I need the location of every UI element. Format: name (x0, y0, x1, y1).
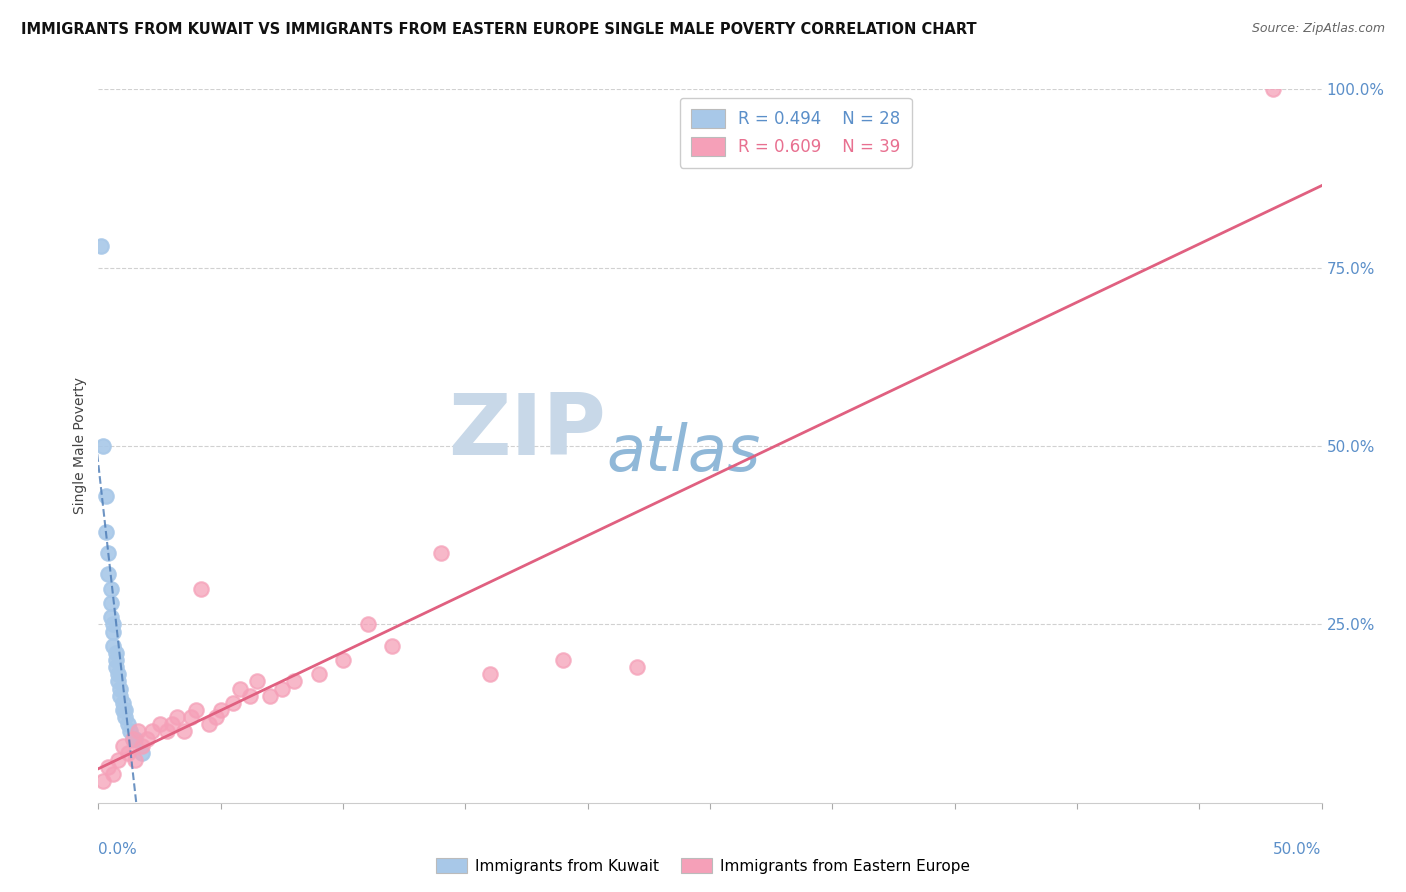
Point (101, 624, 124, 639)
Point (381, 639, 404, 653)
Point (156, 724, 179, 739)
Point (101, 639, 124, 653)
Point (190, 582, 212, 596)
Point (229, 681, 252, 696)
Point (104, 646, 127, 660)
Point (160, 717, 183, 731)
Point (101, 617, 124, 632)
Text: 50.0%: 50.0% (1274, 842, 1322, 857)
Point (246, 674, 269, 689)
Point (111, 696, 134, 710)
Point (111, 739, 134, 753)
Point (100, 596, 122, 610)
Point (100, 610, 122, 624)
Point (107, 667, 129, 681)
Point (180, 710, 202, 724)
Point (478, 667, 501, 681)
Point (94, 489, 117, 503)
Text: 0.0%: 0.0% (98, 842, 138, 857)
Text: IMMIGRANTS FROM KUWAIT VS IMMIGRANTS FROM EASTERN EUROPE SINGLE MALE POVERTY COR: IMMIGRANTS FROM KUWAIT VS IMMIGRANTS FRO… (21, 22, 977, 37)
Point (205, 710, 228, 724)
Point (430, 546, 453, 560)
Point (117, 717, 139, 731)
Point (259, 689, 281, 703)
Point (553, 653, 575, 667)
Text: Source: ZipAtlas.com: Source: ZipAtlas.com (1251, 22, 1385, 36)
Point (114, 710, 136, 724)
Legend: Immigrants from Kuwait, Immigrants from Eastern Europe: Immigrants from Kuwait, Immigrants from … (430, 852, 976, 880)
Point (173, 724, 195, 739)
Point (141, 724, 163, 739)
Point (124, 731, 146, 746)
Point (149, 717, 172, 731)
Point (121, 731, 143, 746)
Point (100, 582, 122, 596)
Point (121, 731, 143, 746)
Point (107, 753, 129, 767)
Point (131, 746, 153, 760)
Point (356, 617, 378, 632)
Point (101, 767, 124, 781)
Point (91, 774, 114, 789)
Point (110, 681, 132, 696)
Point (239, 689, 262, 703)
Point (97, 567, 120, 582)
Point (626, 660, 648, 674)
Point (166, 710, 188, 724)
Point (110, 689, 132, 703)
Point (91, 439, 114, 453)
Point (308, 667, 330, 681)
Legend: R = 0.494    N = 28, R = 0.609    N = 39: R = 0.494 N = 28, R = 0.609 N = 39 (679, 97, 911, 168)
Point (197, 717, 219, 731)
Point (131, 739, 153, 753)
Point (94, 524, 117, 539)
Point (209, 703, 232, 717)
Point (117, 746, 139, 760)
Point (270, 681, 294, 696)
Point (97, 546, 120, 560)
Point (104, 653, 127, 667)
Point (120, 724, 142, 739)
Point (111, 703, 134, 717)
Point (97, 760, 120, 774)
Point (1261, 82, 1284, 96)
Y-axis label: Single Male Poverty: Single Male Poverty (73, 377, 87, 515)
Text: atlas: atlas (606, 422, 761, 484)
Point (114, 703, 136, 717)
Point (332, 653, 354, 667)
Point (127, 724, 149, 739)
Point (107, 674, 129, 689)
Point (222, 696, 245, 710)
Text: ZIP: ZIP (449, 390, 606, 474)
Point (104, 660, 127, 674)
Point (136, 731, 159, 746)
Point (90, 239, 112, 253)
Point (283, 674, 305, 689)
Point (186, 703, 208, 717)
Point (124, 753, 146, 767)
